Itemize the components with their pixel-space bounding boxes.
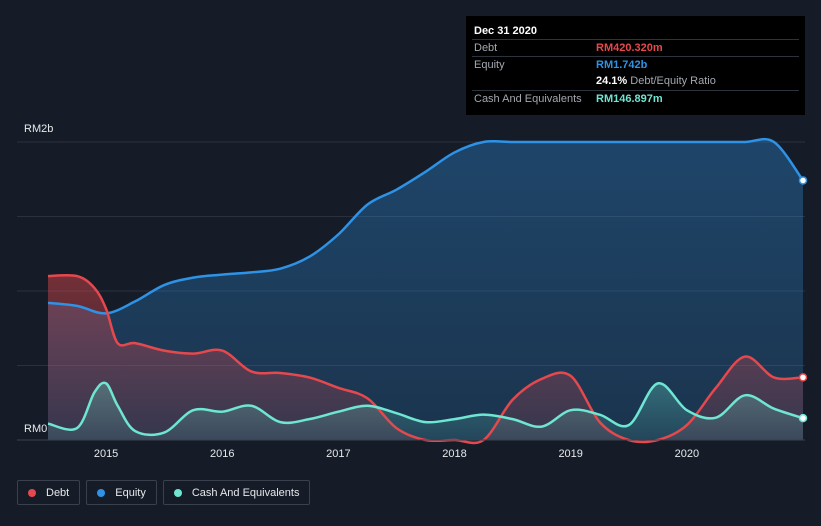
x-tick-label: 2018 — [442, 448, 466, 460]
tooltip-date: Dec 31 2020 — [474, 25, 537, 37]
tooltip-cash-label: Cash And Equivalents — [474, 93, 582, 105]
x-tick-label: 2020 — [675, 448, 699, 460]
x-tick-label: 2019 — [558, 448, 582, 460]
equity-dot-icon — [97, 488, 106, 497]
equity-end-marker — [798, 176, 808, 185]
tooltip-equity-label: Equity — [474, 59, 505, 71]
cash-line — [47, 381, 804, 437]
legend-item-debt[interactable]: Debt — [17, 480, 81, 505]
y-tick-label: RM2b — [24, 123, 53, 135]
chart-legend: Debt Equity Cash And Equivalents — [17, 480, 311, 507]
x-tick-label: 2016 — [210, 448, 234, 460]
tooltip-debt-label: Debt — [474, 42, 498, 54]
tooltip-ratio: 24.1% Debt/Equity Ratio — [596, 75, 716, 87]
debt-area — [48, 275, 803, 443]
tooltip-panel: Dec 31 2020 Debt RM420.320m Equity RM1.7… — [466, 16, 805, 115]
legend-item-cash[interactable]: Cash And Equivalents — [162, 480, 311, 505]
equity-line — [47, 137, 805, 315]
x-tick-label: 2017 — [326, 448, 350, 460]
legend-cash-label: Cash And Equivalents — [191, 486, 300, 499]
cash-dot-icon — [173, 488, 182, 497]
cash-end-marker — [798, 413, 808, 423]
x-tick-label: 2015 — [94, 448, 118, 460]
tooltip-debt-value: RM420.320m — [596, 42, 663, 54]
debt-line — [47, 273, 804, 445]
tooltip-cash-value: RM146.897m — [596, 93, 663, 105]
debt-end-marker — [798, 373, 808, 382]
tooltip-ratio-value: 24.1% — [596, 75, 628, 87]
y-tick-label: RM0 — [24, 423, 47, 435]
debt-dot-icon — [28, 488, 36, 497]
legend-item-equity[interactable]: Equity — [86, 480, 157, 505]
tooltip-row-cash: Cash And Equivalents RM146.897m — [472, 90, 799, 107]
tooltip-row-debt: Debt RM420.320m — [472, 39, 799, 56]
legend-equity-label: Equity — [115, 486, 146, 499]
legend-debt-label: Debt — [46, 486, 70, 499]
tooltip-equity-value: RM1.742b — [596, 59, 648, 71]
tooltip-ratio-label: Debt/Equity Ratio — [630, 75, 716, 87]
tooltip-row-equity: Equity RM1.742b 24.1% Debt/Equity Ratio — [472, 56, 799, 90]
cash-area — [48, 382, 803, 440]
